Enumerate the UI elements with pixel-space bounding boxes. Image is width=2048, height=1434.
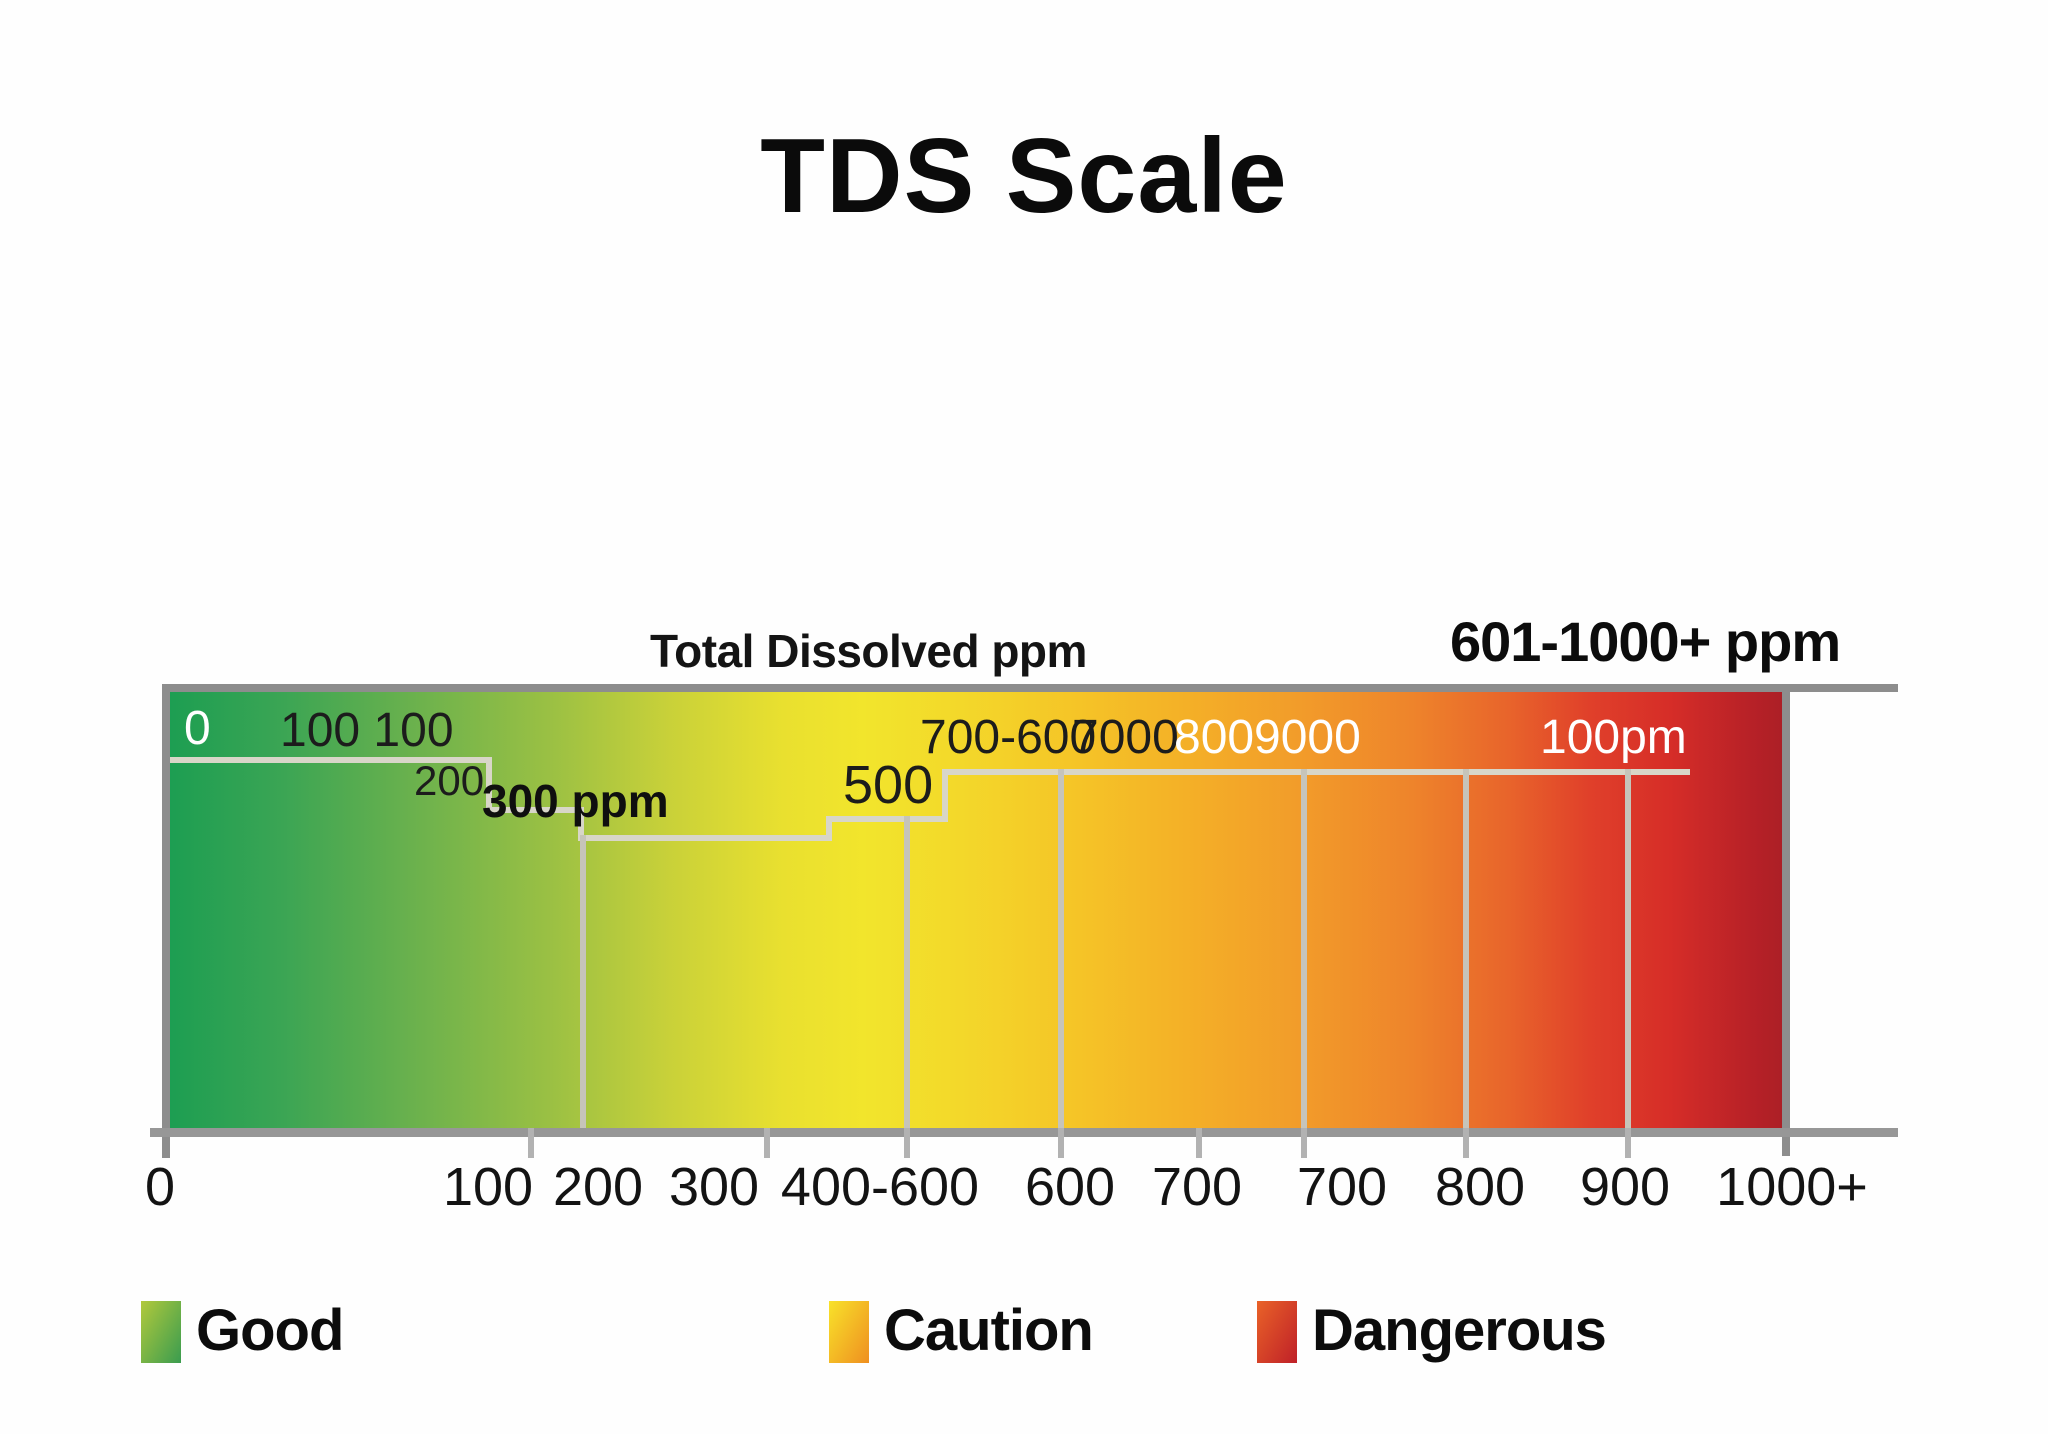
bar-segment-label: 100 100 [280,704,454,757]
step-line-segment [942,769,948,822]
x-axis-label: 900 [1579,1157,1671,1217]
axis-tick [1196,1128,1202,1158]
step-line-segment [170,757,492,763]
x-axis-label: 400-600 [780,1157,980,1217]
zone-divider [1301,769,1307,1128]
step-line-segment [826,816,948,822]
axis-tick [1625,1128,1631,1158]
legend-swatch-caution [829,1301,869,1363]
zone-divider [580,835,586,1128]
bar-segment-label: 700-600 [920,711,1097,764]
bar-segment-label: 800 [1174,711,1255,764]
bar-axis-title: Total Dissolved ppm [650,625,1087,677]
axis-tick [528,1128,534,1158]
bar-right-border [1782,684,1790,1156]
zone-divider [904,816,910,1128]
axis-tick [904,1128,910,1158]
bar-segment-label: 0 [184,702,211,755]
axis-tick [764,1128,770,1158]
x-axis-label: 0 [144,1157,176,1217]
x-axis-label: 700 [1151,1157,1243,1217]
legend-swatch-dangerous [1257,1301,1297,1363]
bar-left-border [162,684,170,1158]
x-axis-label: 800 [1434,1157,1526,1217]
legend-swatch-good [141,1301,181,1363]
gradient-scale-bar [170,692,1783,1128]
step-line-segment [486,757,492,813]
step-line-segment [826,816,832,841]
zone-divider [1625,769,1631,1128]
x-axis-label: 700 [1296,1157,1388,1217]
step-line-segment [942,769,1690,775]
bar-segment-label: 300 ppm [482,775,669,827]
zone-divider [1058,769,1064,1128]
step-line-segment [578,807,584,841]
x-axis-label: 100 [442,1157,534,1217]
bar-top-border [162,684,1898,692]
bar-segment-label: 7000 [1072,711,1179,764]
page-title: TDS Scale [760,117,1288,236]
x-axis-label: 1000+ [1716,1157,1868,1217]
axis-tick [1463,1128,1469,1158]
range-header-label: 601-1000+ ppm [1450,610,1841,673]
step-line-segment [578,835,832,841]
legend-label-good: Good [196,1298,344,1363]
x-axis-label: 300 [668,1157,760,1217]
legend-label-caution: Caution [884,1298,1094,1363]
zone-divider [1463,769,1469,1128]
step-line-segment [486,807,584,813]
bar-segment-label: 100pm [1540,711,1687,764]
x-axis-label: 200 [552,1157,644,1217]
x-axis-line [150,1128,1898,1137]
bar-segment-label: 200 [414,757,485,804]
axis-tick [1058,1128,1064,1158]
axis-tick [1301,1128,1307,1158]
x-axis-label: 600 [1024,1157,1116,1217]
bar-segment-label: 9000 [1254,711,1361,764]
legend-label-dangerous: Dangerous [1312,1298,1607,1363]
bar-segment-label: 500 [843,755,934,815]
